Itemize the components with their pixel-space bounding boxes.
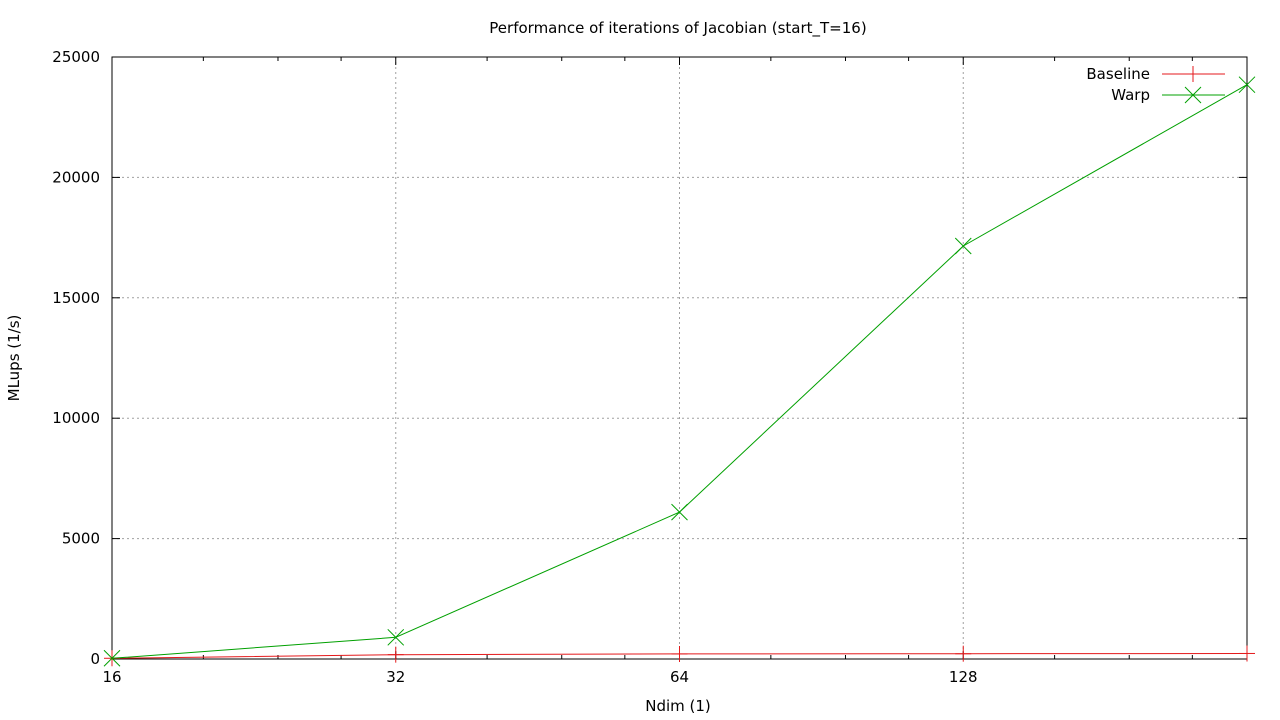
legend-label: Warp (1111, 86, 1150, 104)
x-axis-label: Ndim (1) (645, 697, 711, 715)
axis-ticks: 16 32 64 128 0 5000 10000 15000 20000 25000 (52, 48, 1247, 686)
x-tick-label: 32 (386, 668, 405, 686)
grid (112, 57, 1247, 659)
series-baseline (104, 645, 1255, 667)
y-tick-label: 20000 (52, 168, 100, 186)
data-point-baseline (955, 645, 972, 662)
series-layer (103, 76, 1256, 667)
y-tick-label: 15000 (52, 289, 100, 307)
y-axis-label: MLups (1/s) (5, 315, 23, 402)
x-tick-label: 16 (102, 668, 121, 686)
y-tick-label: 10000 (52, 409, 100, 427)
data-point-baseline (671, 645, 688, 662)
data-point-warp (954, 237, 972, 255)
series-warp (103, 76, 1256, 667)
data-point-warp (103, 649, 121, 667)
legend-item-baseline: Baseline (1086, 65, 1225, 83)
legend-item-warp: Warp (1111, 86, 1225, 104)
data-point-warp (387, 628, 405, 646)
x-tick-label: 64 (670, 668, 689, 686)
data-point-baseline (1239, 645, 1255, 662)
y-tick-label: 25000 (52, 48, 100, 66)
legend-label: Baseline (1086, 65, 1150, 83)
y-tick-label: 0 (90, 650, 100, 668)
data-point-baseline (387, 646, 404, 663)
y-tick-label: 5000 (62, 530, 100, 548)
legend-marker-baseline (1185, 66, 1201, 82)
legend-marker-warp (1184, 86, 1202, 104)
legend: Baseline Warp (1086, 65, 1225, 104)
chart-title: Performance of iterations of Jacobian (s… (489, 19, 866, 38)
data-point-warp (671, 503, 688, 521)
data-point-warp (1238, 76, 1256, 94)
x-tick-label: 128 (949, 668, 978, 686)
